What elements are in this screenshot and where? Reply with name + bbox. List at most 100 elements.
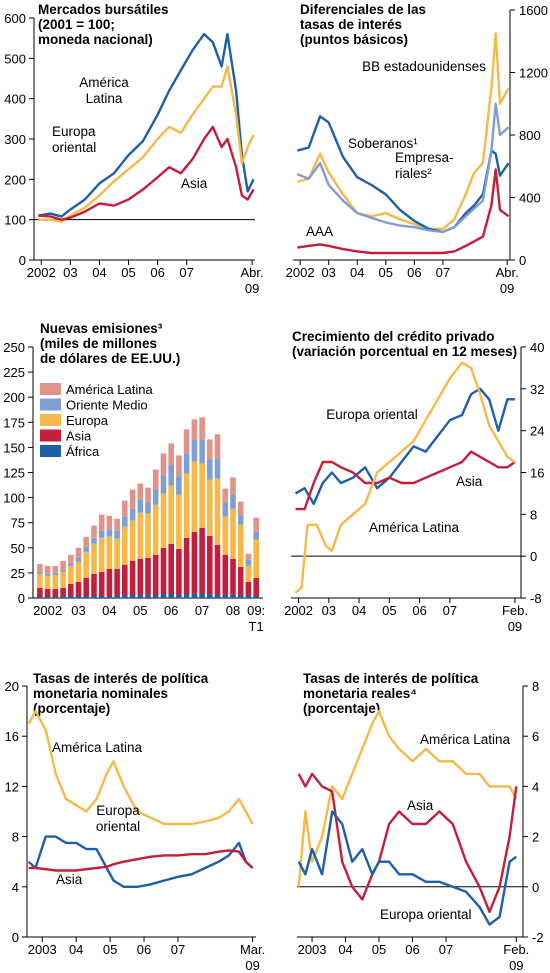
y-tick-label: 75 (11, 516, 25, 531)
chart-spreads: 0 400 800 1200 1600 Diferenciales de lastasas… (286, 2, 548, 296)
y-tick-label: 200 (4, 172, 26, 187)
chart-title-line: moneda nacional) (38, 32, 153, 47)
bar-yellow-2 (44, 575, 51, 589)
x-tick-label: 07 (171, 942, 185, 957)
bar-red-4 (60, 588, 66, 597)
y-tick-label: 4 (12, 880, 19, 895)
legend-label: Europa (66, 413, 109, 428)
x-tick-label: 07 (439, 942, 453, 957)
series-label: BB estadounidenses (362, 59, 486, 74)
x-tick-label: 07 (436, 265, 450, 280)
legend-label: Oriente Medio (66, 398, 148, 413)
series-label: Asia (407, 798, 434, 813)
bar-red-9 (98, 571, 105, 596)
x-tick-label: 08 (226, 603, 240, 618)
bar-pink-11 (114, 518, 120, 531)
x-tick-label-year: 09 (245, 958, 259, 973)
y-tick-label: 400 (4, 92, 26, 107)
bar-blue-26 (230, 595, 236, 598)
series-line-2 (38, 65, 255, 223)
bar-yellow-20 (183, 473, 190, 538)
x-tick-label: 03 (321, 265, 335, 280)
x-tick-label: Abr. (496, 265, 519, 280)
series-line-2 (295, 450, 516, 511)
bar-lightblue-1 (37, 571, 43, 574)
y-tick-label: 300 (4, 132, 26, 147)
bar-yellow-17 (160, 493, 167, 548)
bar-lightblue-15 (145, 501, 151, 514)
chart-title-line: Crecimiento del crédito privado (292, 329, 495, 344)
bar-blue-16 (152, 595, 159, 598)
y-tick-label: 600 (4, 11, 26, 26)
chart-title-line: Tasas de interés de política (33, 671, 209, 686)
series-line-3 (297, 810, 518, 926)
x-tick-label: 2002 (27, 265, 56, 280)
y-tick-label: 50 (11, 541, 25, 556)
bar-blue-6 (75, 596, 82, 598)
bar-pink-26 (230, 477, 236, 495)
bar-yellow-29 (253, 539, 259, 578)
bar-blue-7 (83, 596, 89, 598)
x-tick-label: 03 (71, 603, 85, 618)
bar-yellow-9 (98, 537, 105, 572)
x-tick-label-year: 09 (500, 281, 514, 296)
bar-blue-24 (214, 595, 221, 598)
bar-lightblue-27 (237, 514, 244, 525)
chart-real-rates: -2 0 2 4 6 8 Tasas de interés de políticamonet… (297, 671, 544, 973)
bar-yellow-3 (52, 574, 59, 589)
bar-blue-15 (145, 595, 151, 598)
bar-pink-12 (122, 500, 128, 517)
bar-pink-1 (37, 563, 43, 572)
bar-lightblue-28 (245, 559, 252, 566)
y-tick-label: 32 (530, 382, 544, 397)
bar-red-26 (230, 558, 236, 595)
bar-red-29 (253, 577, 259, 596)
y-tick-label: 0 (519, 253, 526, 268)
bar-red-12 (122, 564, 128, 595)
x-tick-label: 2002 (33, 603, 62, 618)
chart-title-line: Mercados bursátiles (38, 2, 169, 17)
bar-yellow-24 (214, 478, 221, 545)
x-tick-label: 05 (372, 942, 386, 957)
bar-lightblue-22 (199, 439, 205, 464)
bar-pink-19 (176, 455, 182, 477)
series-label: Europa oriental (52, 124, 96, 155)
series-line-1 (27, 709, 254, 826)
x-tick-label: 07 (195, 603, 209, 618)
bar-red-28 (245, 581, 252, 596)
bar-blue-21 (191, 594, 198, 598)
bar-pink-20 (183, 429, 190, 454)
x-tick-label: 03 (322, 603, 336, 618)
bar-blue-9 (98, 596, 105, 598)
bar-yellow-4 (60, 571, 66, 588)
x-tick-label: 06 (407, 265, 421, 280)
bar-lightblue-24 (214, 458, 221, 479)
bar-lightblue-16 (152, 489, 159, 505)
bar-lightblue-25 (222, 502, 229, 517)
x-tick-label: 03 (63, 265, 77, 280)
bar-blue-25 (222, 595, 229, 598)
bar-red-2 (44, 589, 51, 597)
y-tick-label: 250 (3, 340, 25, 355)
y-tick-label: 6 (532, 729, 539, 744)
bar-red-8 (91, 573, 97, 596)
bar-pink-4 (60, 560, 66, 570)
y-tick-label: 0 (530, 549, 537, 564)
series-label: América Latina (79, 75, 129, 106)
bar-red-5 (68, 583, 74, 596)
bar-pink-21 (191, 419, 198, 440)
y-tick-label: 40 (530, 340, 544, 355)
bar-lightblue-9 (98, 530, 105, 538)
y-tick-label: 25 (11, 566, 25, 581)
chart-title-line: Diferenciales de las (300, 2, 426, 17)
bar-yellow-13 (129, 520, 136, 561)
y-tick-label: 24 (530, 424, 544, 439)
chart-title-line: (variación porcentual en 12 meses) (292, 344, 517, 359)
bar-yellow-5 (68, 565, 74, 584)
y-tick-label: 1200 (519, 66, 548, 81)
x-tick-label: 05 (103, 942, 117, 957)
bar-lightblue-26 (230, 494, 236, 509)
y-tick-label: 500 (4, 51, 26, 66)
y-tick-label: 20 (5, 679, 19, 694)
